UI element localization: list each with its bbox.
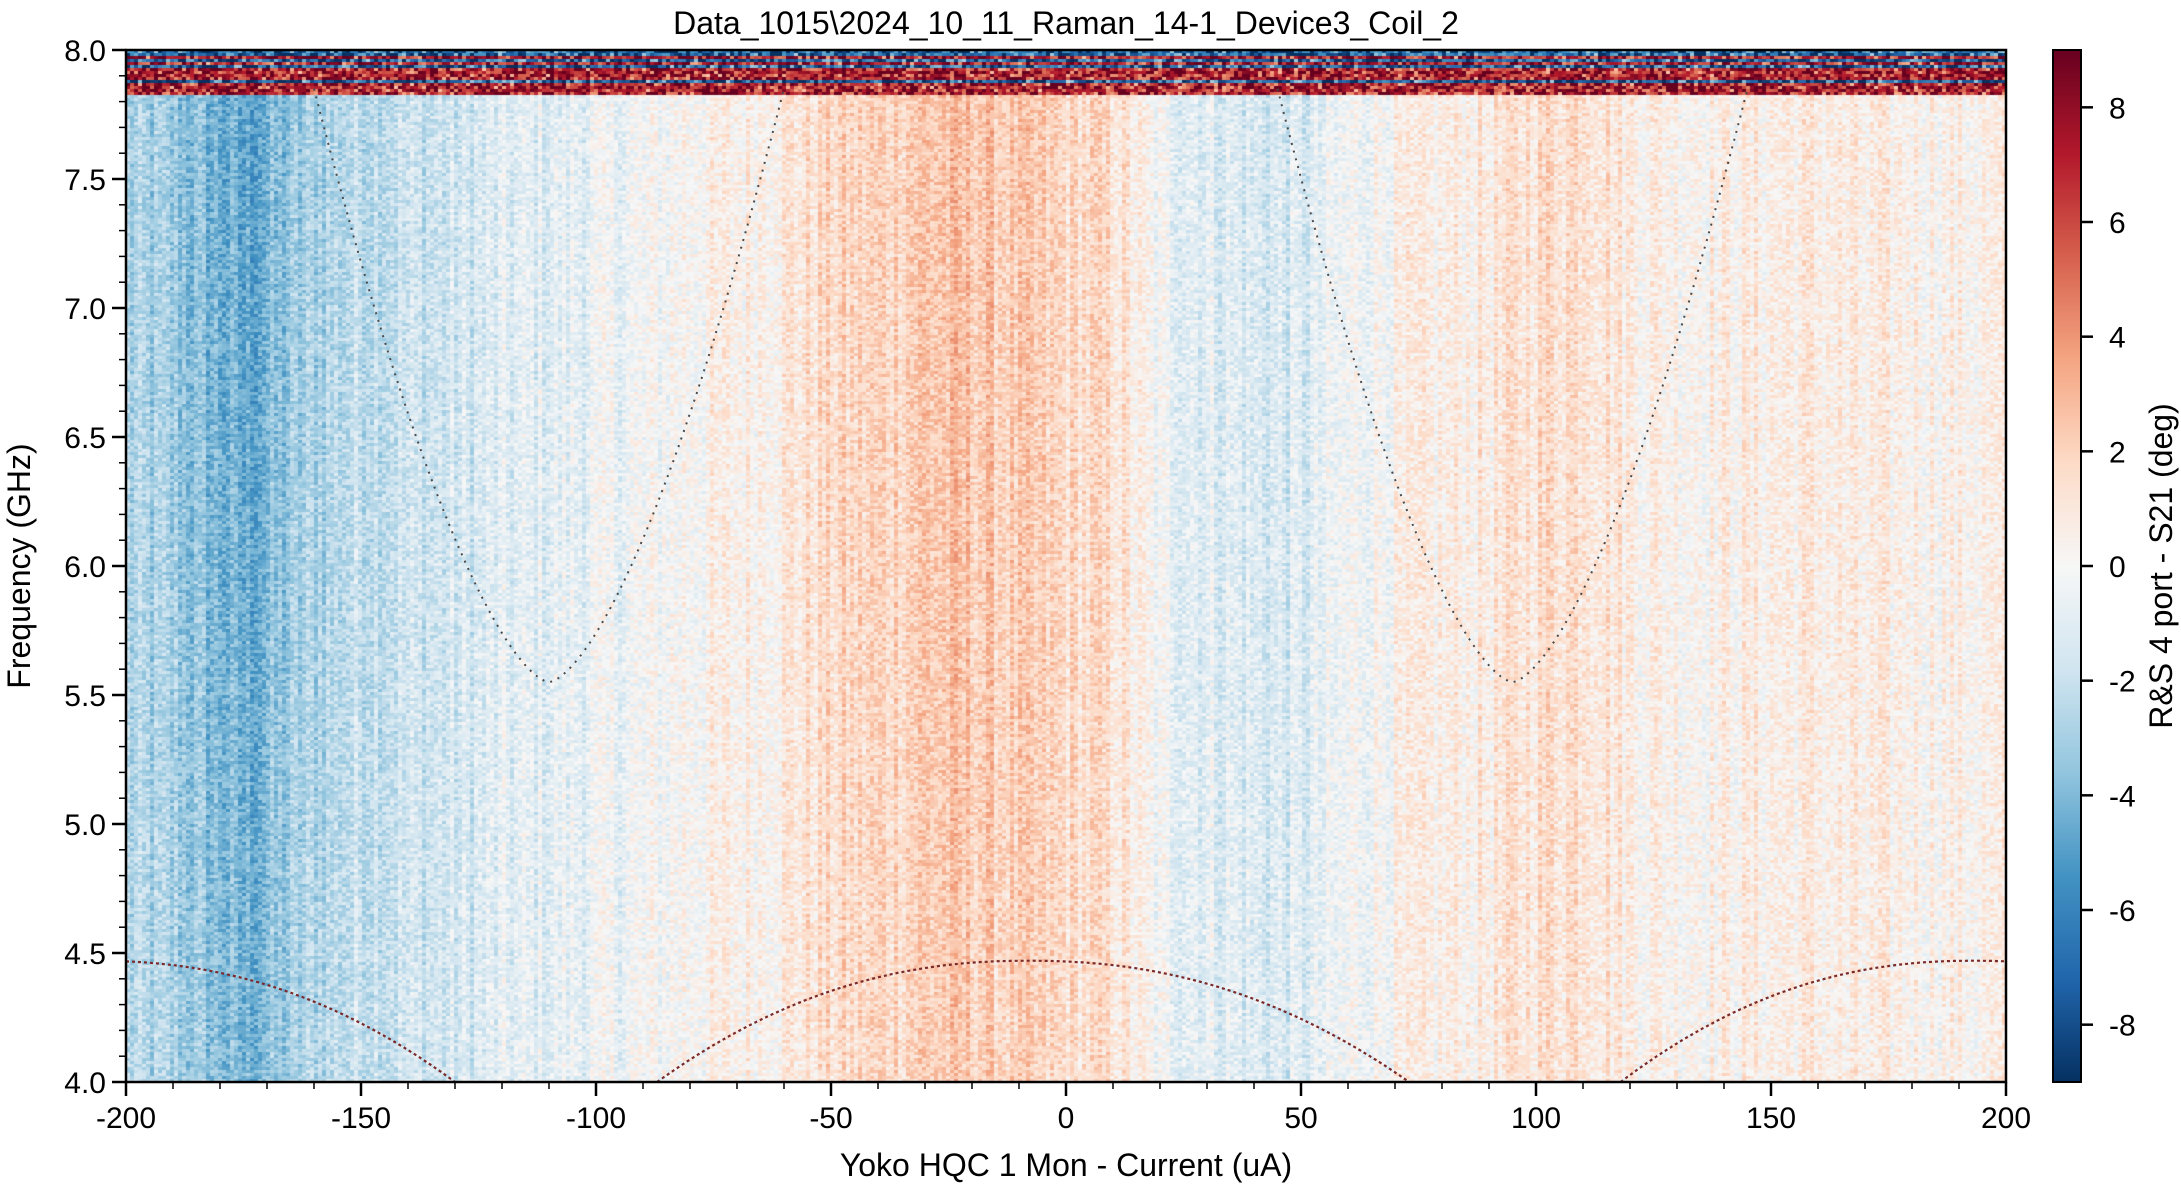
x-tick-label: -200 <box>96 1102 156 1135</box>
colorbar-tick-label: 2 <box>2109 436 2126 469</box>
y-tick-label: 4.5 <box>64 938 106 971</box>
plot-area <box>124 48 2008 1084</box>
chart-title: Data_1015\2024_10_11_Raman_14-1_Device3_… <box>673 5 1459 41</box>
colorbar-gradient <box>2052 49 2082 1083</box>
x-axis-label: Yoko HQC 1 Mon - Current (uA) <box>840 1147 1292 1183</box>
y-tick-label: 7.5 <box>64 164 106 197</box>
colorbar-tick-label: 4 <box>2109 322 2126 355</box>
x-tick-label: -150 <box>331 1102 391 1135</box>
x-tick-label: 50 <box>1284 1102 1317 1135</box>
lower-resonance-curve-3 <box>1619 959 2006 1082</box>
x-axis: -200 -150 -100 -50 0 50 100 150 200 <box>96 1082 2031 1135</box>
lower-resonance-curve-1 <box>126 960 456 1082</box>
colorbar-tick-label: -4 <box>2109 780 2136 813</box>
x-tick-label: 150 <box>1746 1102 1796 1135</box>
colorbar-tick-label: -6 <box>2109 895 2136 928</box>
x-tick-label: 100 <box>1511 1102 1561 1135</box>
y-tick-label: 5.0 <box>64 809 106 842</box>
colorbar-tick-label: 0 <box>2109 551 2126 584</box>
colorbar-tick-label: 6 <box>2109 207 2126 240</box>
colorbar-label: R&S 4 port - S21 (deg) <box>2143 403 2179 728</box>
y-tick-label: 6.5 <box>64 422 106 455</box>
y-tick-label: 5.5 <box>64 680 106 713</box>
lower-resonance-curve-2 <box>656 959 1410 1082</box>
y-tick-label: 4.0 <box>64 1067 106 1100</box>
colorbar-tick-label: -8 <box>2109 1010 2136 1043</box>
colorbar-tick-label: 8 <box>2109 92 2126 125</box>
y-tick-label: 8.0 <box>64 35 106 68</box>
colorbar: -8 -6 -4 -2 0 2 4 6 8 R&S 4 port - S21 (deg) <box>2052 49 2179 1083</box>
resonance-features <box>126 88 2006 1082</box>
x-tick-label: -100 <box>566 1102 626 1135</box>
x-tick-label: 0 <box>1058 1102 1075 1135</box>
heatmap-image <box>126 50 2006 1082</box>
colorbar-axis: -8 -6 -4 -2 0 2 4 6 8 <box>2081 92 2136 1043</box>
x-tick-label: 200 <box>1981 1102 2031 1135</box>
y-tick-label: 6.0 <box>64 551 106 584</box>
y-tick-label: 7.0 <box>64 293 106 326</box>
y-axis-label: Frequency (GHz) <box>1 443 37 688</box>
y-axis: 4.0 4.5 5.0 5.5 6.0 6.5 7.0 7.5 8.0 <box>64 35 126 1100</box>
x-tick-label: -50 <box>809 1102 852 1135</box>
colorbar-tick-label: -2 <box>2109 666 2136 699</box>
